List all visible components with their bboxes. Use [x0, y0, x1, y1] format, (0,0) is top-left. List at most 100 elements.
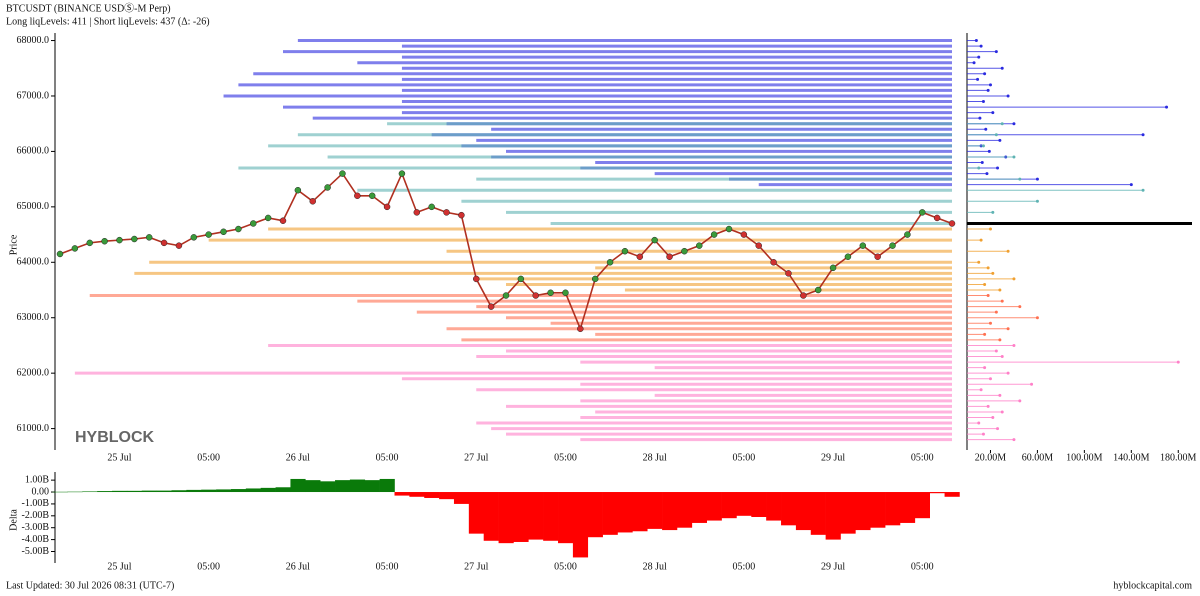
y-tick-label: 64000.0 [17, 257, 50, 268]
y-axis-title: Delta [8, 509, 19, 531]
price-point [383, 203, 391, 211]
x-tick-label: 05:00 [376, 561, 399, 572]
delta-bar [810, 492, 826, 535]
price-point [428, 203, 435, 211]
liq-size-dot [998, 338, 1002, 342]
price-point [309, 198, 316, 205]
price-point [71, 245, 79, 252]
delta-bar [855, 492, 871, 531]
delta-bar [914, 492, 930, 519]
x-tick-label: 27 Jul [464, 452, 488, 463]
delta-bar [572, 492, 589, 558]
liq-size-dot [1012, 438, 1016, 442]
x-tick-label: 05:00 [197, 561, 220, 572]
price-point [175, 242, 183, 249]
liq-size-dot [974, 39, 978, 43]
delta-bar [543, 492, 559, 541]
liq-size-dot [986, 404, 990, 408]
liq-size-dot [994, 133, 998, 137]
y-tick-label: 67000.0 [17, 90, 50, 101]
liq-size-dot [988, 83, 992, 87]
delta-bar [929, 492, 945, 494]
x-tick-label: 29 Jul [821, 561, 845, 572]
price-point [473, 275, 480, 283]
price-point [874, 253, 881, 260]
x-tick-label: 28 Jul [643, 452, 667, 463]
liq-size-dot [988, 377, 992, 381]
last-updated: Last Updated: 30 Jul 2026 08:31 (UTC-7) [6, 580, 174, 591]
price-point [636, 253, 644, 260]
x-tick-label: 29 Jul [821, 452, 845, 463]
liq-size-dot [1018, 305, 1022, 309]
delta-bar [186, 489, 202, 493]
delta-bar [498, 492, 514, 544]
x-tick-label: 26 Jul [286, 561, 310, 572]
price-point [517, 275, 525, 283]
liq-size-dot [1141, 133, 1145, 137]
delta-bar [230, 489, 247, 493]
x-tick-label: 100.00M [1066, 452, 1103, 463]
liq-size-dot [977, 421, 981, 425]
price-point [532, 292, 539, 299]
liq-size-dot [972, 61, 976, 65]
y-tick-label: -3.00B [22, 522, 50, 533]
price-point [800, 292, 807, 299]
delta-bar [691, 492, 707, 523]
price-point [116, 236, 123, 244]
price-point [591, 275, 599, 283]
delta-bar [453, 492, 470, 504]
price-point [131, 235, 138, 243]
price-point [770, 259, 777, 266]
price-point [696, 242, 703, 249]
delta-bar [112, 490, 128, 493]
y-tick-label: 63000.0 [17, 312, 50, 323]
price-point [889, 242, 896, 249]
delta-bar [602, 492, 618, 535]
liq-size-dot [984, 127, 988, 131]
price-point [145, 234, 153, 241]
delta-bar [632, 492, 648, 532]
liq-size-dot [996, 166, 1000, 170]
liq-size-dot [981, 100, 985, 104]
watermark: HYBLOCK [75, 429, 155, 446]
y-tick-label: 65000.0 [17, 201, 50, 212]
price-point [621, 247, 629, 255]
price-point [354, 192, 361, 200]
liq-size-dot [1012, 122, 1016, 126]
y-tick-label: 68000.0 [17, 35, 50, 46]
x-tick-label: 05:00 [732, 561, 755, 572]
x-tick-label: 27 Jul [464, 561, 488, 572]
delta-bar [275, 487, 291, 493]
price-point [220, 228, 227, 236]
y-tick-label: -4.00B [22, 534, 50, 545]
price-point [919, 209, 926, 216]
x-tick-label: 05:00 [554, 452, 577, 463]
price-point [487, 303, 495, 310]
delta-bar [82, 491, 98, 493]
price-point [413, 209, 421, 216]
site: hyblockcapital.com [1113, 580, 1192, 591]
liq-size-dot [977, 260, 981, 264]
y-tick-label: -1.00B [22, 498, 50, 509]
liq-size-dot [1006, 94, 1010, 98]
x-tick-label: 05:00 [376, 452, 399, 463]
liq-size-dot [981, 432, 985, 436]
price-point [948, 220, 956, 227]
x-tick-label: 28 Jul [643, 561, 667, 572]
price-point [458, 211, 465, 219]
liq-size-dot [1018, 177, 1022, 181]
liq-size-dot [1012, 277, 1016, 281]
delta-bar [335, 480, 351, 493]
liq-size-dot [988, 227, 992, 231]
liq-size-dot [1030, 382, 1034, 386]
y-axis-title: Price [8, 234, 19, 255]
delta-bar [825, 492, 841, 540]
delta-bar [751, 492, 767, 517]
price-point [785, 270, 792, 277]
x-tick-label: 05:00 [554, 561, 577, 572]
delta-bar [439, 492, 455, 500]
x-tick-label: 05:00 [197, 452, 220, 463]
delta-bar [468, 492, 484, 534]
